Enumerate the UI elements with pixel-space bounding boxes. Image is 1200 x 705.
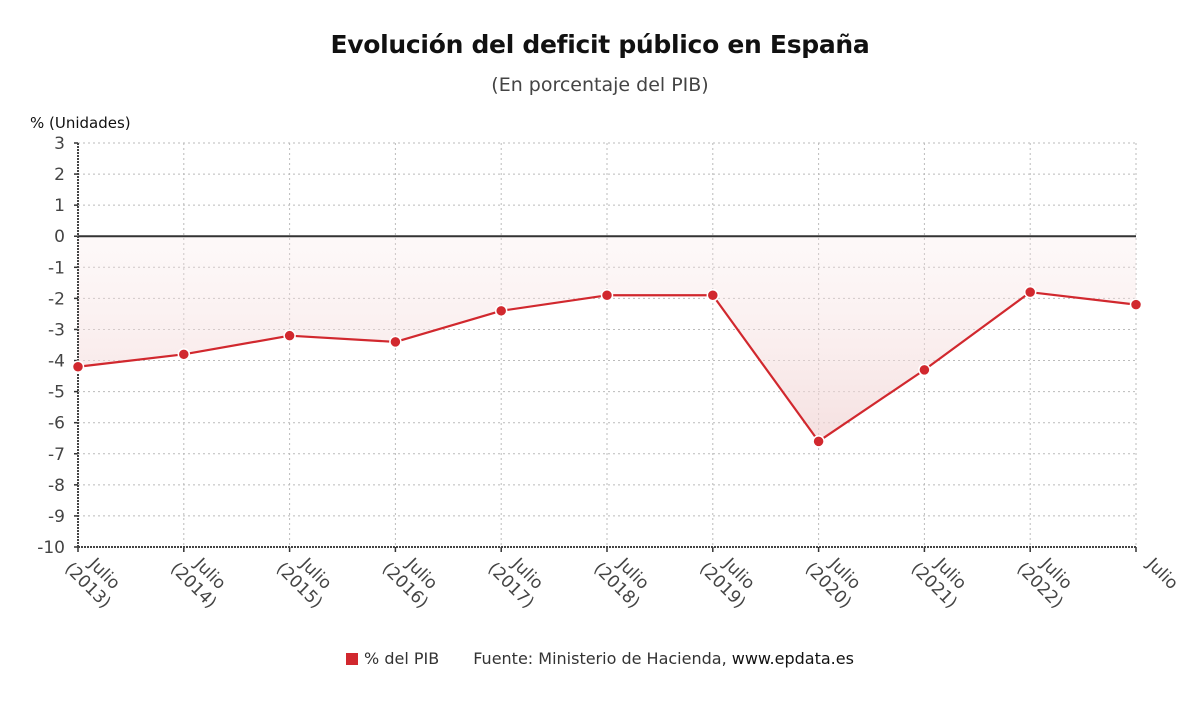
data-point <box>918 363 931 377</box>
area-fill <box>78 236 1136 442</box>
y-tick-label: -1 <box>48 258 65 278</box>
x-tick-label: Julio(2016) <box>378 554 441 613</box>
y-tick-label: -3 <box>48 320 65 340</box>
data-point <box>283 329 296 342</box>
x-tick-label: Julio(2015) <box>272 554 335 613</box>
y-tick-label: 0 <box>54 227 65 247</box>
data-point <box>494 304 508 318</box>
data-point <box>1129 298 1143 311</box>
x-tick-label: Julio(2019) <box>695 554 758 613</box>
source-link[interactable]: www.epdata.es <box>731 649 854 668</box>
x-tick-label: Julio(2022) <box>1013 554 1076 613</box>
x-tick-label: Julio(2021) <box>907 554 970 613</box>
y-tick-labels: 3 2 1 0 -1 -2 -3 -4 -5 -6 -7 -8 -9 -10 <box>37 134 65 558</box>
data-point <box>1023 285 1037 299</box>
y-tick-label: -5 <box>48 383 65 403</box>
x-tick-label: Julio(2013) <box>60 554 123 613</box>
x-tick-labels: Julio(2013) Julio(2014) Julio(2015) Julio(2… <box>60 554 1182 613</box>
y-tick-label: -8 <box>48 476 65 496</box>
chart-title: Evolución del deficit público en España <box>330 30 870 59</box>
data-point <box>812 435 825 448</box>
source-text: Fuente: Ministerio de Hacienda, <box>473 649 727 668</box>
y-axis-label: % (Unidades) <box>30 114 131 132</box>
legend-series-label: % del PIB <box>364 649 440 668</box>
legend: % del PIB Fuente: Ministerio de Hacienda,… <box>0 649 1200 668</box>
data-points <box>71 285 1143 448</box>
data-point <box>71 360 85 374</box>
x-tick-label-month: Julio <box>1142 554 1182 594</box>
axes <box>74 142 1137 552</box>
data-point <box>177 348 191 361</box>
y-tick-label: 1 <box>54 196 65 216</box>
chart-subtitle: (En porcentaje del PIB) <box>491 74 709 96</box>
y-tick-label: -10 <box>37 538 65 558</box>
y-tick-label: -7 <box>48 445 65 465</box>
x-tick-label: Julio(2014) <box>166 554 229 613</box>
legend-swatch <box>346 653 359 665</box>
x-tick-label: Julio(2018) <box>589 554 652 613</box>
y-tick-label: -9 <box>48 507 65 527</box>
y-tick-label: -6 <box>48 414 65 434</box>
area-series-0 <box>78 236 1136 442</box>
x-tick-label: Julio(2020) <box>801 554 864 613</box>
y-tick-label: -4 <box>48 352 65 372</box>
data-point <box>600 289 614 302</box>
x-tick-label: Julio(2017) <box>484 554 547 613</box>
y-tick-label: 3 <box>54 134 65 154</box>
y-tick-label: -2 <box>48 289 65 309</box>
x-tick-label: Julio <box>1142 554 1182 594</box>
data-point <box>706 289 720 302</box>
data-point <box>389 335 402 349</box>
y-tick-label: 2 <box>54 165 65 185</box>
